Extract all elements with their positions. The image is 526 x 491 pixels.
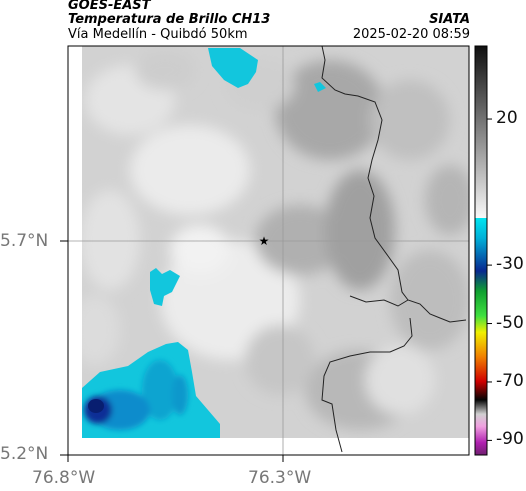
- colorbar-tick-label: -90: [496, 429, 524, 450]
- cold-cloud-small: [314, 82, 326, 92]
- timestamp-label: 2025-02-20 08:59: [352, 27, 470, 42]
- organization-label: SIATA: [429, 12, 470, 27]
- lat-label-5.2: 5.2°N: [0, 444, 49, 464]
- coastline-borders: [321, 45, 467, 453]
- colorbar-tick-label: -50: [496, 312, 524, 333]
- lat-label-5.7: 5.7°N: [0, 231, 49, 251]
- product-title: Temperatura de Brillo CH13: [68, 12, 271, 27]
- cold-cloud-mid: [150, 268, 180, 306]
- cold-cloud-north: [208, 48, 258, 88]
- colorbar-tick-label: -30: [496, 254, 524, 275]
- colorbar-tick-label: 20: [496, 108, 518, 129]
- lon-label-76.3: 76.3°W: [248, 468, 312, 488]
- colorbar-tick-label: -70: [496, 370, 524, 391]
- lon-label-76.8: 76.8°W: [32, 468, 96, 488]
- star-icon: ★: [259, 234, 270, 248]
- region-subtitle: Vía Medellín - Quibdó 50km: [68, 27, 248, 42]
- cold-cloud-southwest: [82, 342, 220, 438]
- brightness-temperature-field: [82, 46, 469, 438]
- gridlines: [68, 46, 469, 455]
- tick-marks: [60, 240, 284, 462]
- satellite-title: GOES-EAST: [68, 0, 151, 13]
- colorbar: [474, 45, 488, 456]
- map-frame: [67, 45, 470, 456]
